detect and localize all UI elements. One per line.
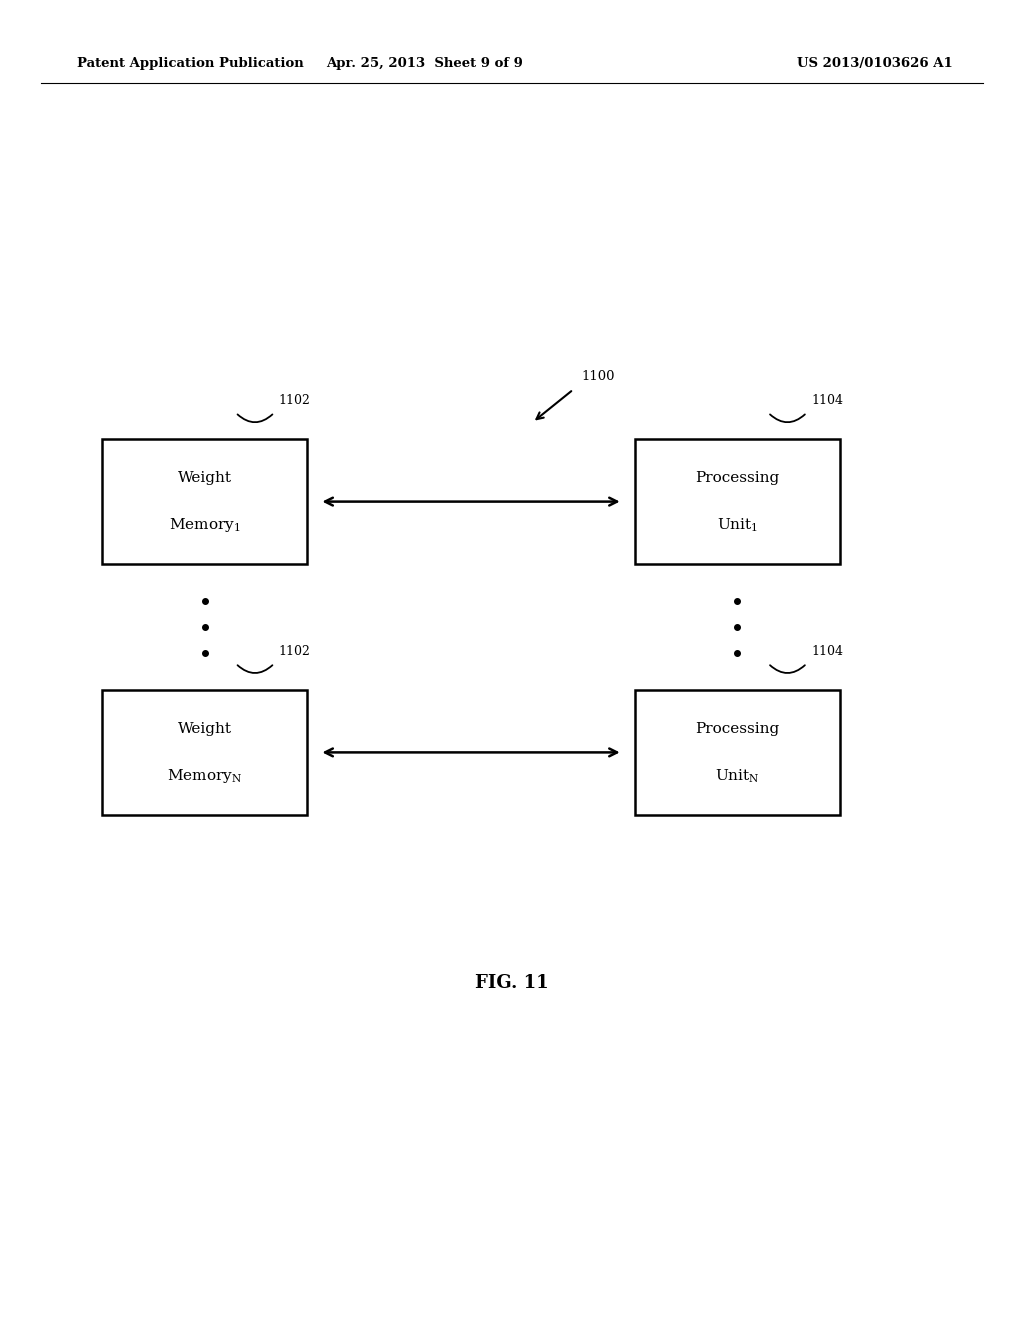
Text: Patent Application Publication: Patent Application Publication	[77, 57, 303, 70]
Text: Processing: Processing	[695, 471, 779, 484]
Text: FIG. 11: FIG. 11	[475, 974, 549, 993]
Text: 1100: 1100	[582, 370, 615, 383]
Text: US 2013/0103626 A1: US 2013/0103626 A1	[797, 57, 952, 70]
Text: Weight: Weight	[178, 722, 231, 735]
Text: Unit$_\mathregular{N}$: Unit$_\mathregular{N}$	[715, 767, 760, 785]
Text: 1102: 1102	[279, 645, 310, 657]
Bar	[635, 689, 840, 814]
Text: Processing: Processing	[695, 722, 779, 735]
Text: Weight: Weight	[178, 471, 231, 484]
Text: 1102: 1102	[279, 395, 310, 407]
Bar	[102, 438, 307, 565]
Text: Memory$_\mathregular{N}$: Memory$_\mathregular{N}$	[167, 767, 243, 785]
Text: Unit$_\mathregular{1}$: Unit$_\mathregular{1}$	[717, 516, 758, 535]
Bar	[102, 689, 307, 814]
Text: Memory$_\mathregular{1}$: Memory$_\mathregular{1}$	[169, 516, 241, 535]
Text: 1104: 1104	[811, 645, 843, 657]
Text: 1104: 1104	[811, 395, 843, 407]
Bar	[635, 438, 840, 565]
Text: Apr. 25, 2013  Sheet 9 of 9: Apr. 25, 2013 Sheet 9 of 9	[327, 57, 523, 70]
